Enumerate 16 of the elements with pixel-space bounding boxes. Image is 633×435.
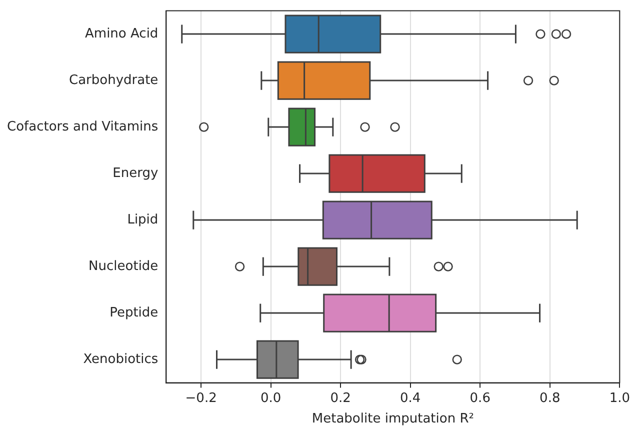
y-tick-label: Energy: [112, 166, 158, 181]
x-tick-label: 0.0: [260, 390, 282, 406]
y-tick-label: Peptide: [110, 305, 158, 320]
x-tick-label: 0.6: [470, 390, 490, 406]
x-tick-label: 0.2: [330, 390, 351, 406]
y-tick-label: Cofactors and Vitamins: [6, 119, 158, 134]
y-tick-label: Nucleotide: [88, 258, 158, 274]
x-tick-label: 0.4: [400, 390, 421, 406]
y-tick-label: Amino Acid: [85, 26, 158, 42]
y-tick-label: Carbohydrate: [68, 72, 158, 88]
x-tick-label: 0.8: [540, 390, 560, 406]
x-tick-label: −0.2: [185, 390, 217, 406]
x-axis-title: Metabolite imputation R²: [312, 412, 474, 427]
y-tick-label: Lipid: [127, 212, 158, 228]
x-tick-label: 1.0: [609, 390, 630, 406]
y-tick-label: Xenobiotics: [83, 352, 158, 367]
